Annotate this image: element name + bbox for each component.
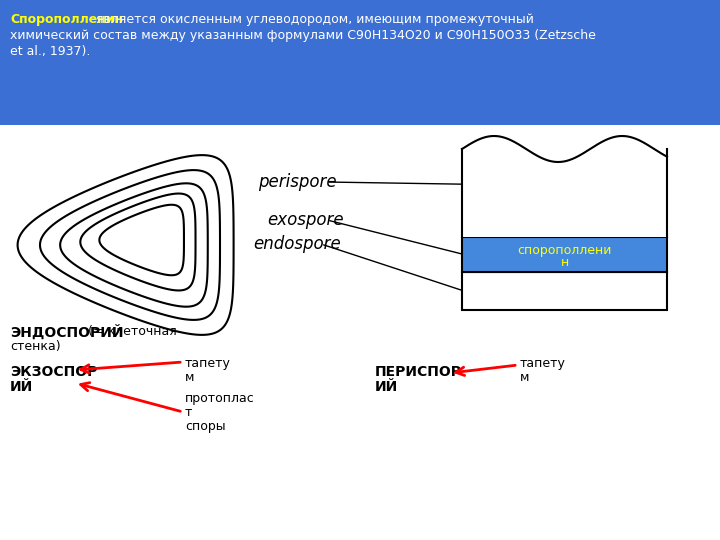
Text: Спорополленин: Спорополленин [10,13,123,26]
Bar [462,149,667,237]
Text: протоплас: протоплас [185,392,255,405]
Text: ИЙ: ИЙ [10,380,33,394]
Text: н: н [560,256,569,269]
Text: perispore: perispore [258,173,337,191]
Text: ЭКЗОСПОР: ЭКЗОСПОР [10,365,97,379]
Text: м: м [185,371,194,384]
Bar [462,237,667,272]
Text: ПЕРИСПОР: ПЕРИСПОР [375,365,462,379]
Text: является окисленным углеводородом, имеющим промежуточный: является окисленным углеводородом, имеющ… [92,13,534,26]
Polygon shape [99,205,184,275]
Polygon shape [17,155,233,335]
Bar [0,0,720,125]
Bar [0,125,720,540]
Text: т: т [185,406,192,419]
Text: стенка): стенка) [10,340,60,353]
Text: м: м [520,371,529,384]
Text: тапету: тапету [520,357,566,370]
Text: et al., 1937).: et al., 1937). [10,45,91,58]
Text: ИЙ: ИЙ [375,380,398,394]
Polygon shape [60,183,208,307]
Text: химический состав между указанным формулами C90H134O20 и C90H150O33 (Zetzsche: химический состав между указанным формул… [10,29,596,42]
Bar [462,272,667,310]
Text: спорополлени: спорополлени [517,244,612,257]
Text: ЭНДОСПОРИЙ: ЭНДОСПОРИЙ [10,325,124,340]
Text: тапету: тапету [185,357,231,370]
Text: споры: споры [185,420,225,433]
Text: endospore: endospore [253,235,341,253]
Text: exospore: exospore [267,211,343,229]
Polygon shape [81,193,196,291]
Polygon shape [40,170,220,320]
Text: (= клеточная: (= клеточная [84,325,176,338]
